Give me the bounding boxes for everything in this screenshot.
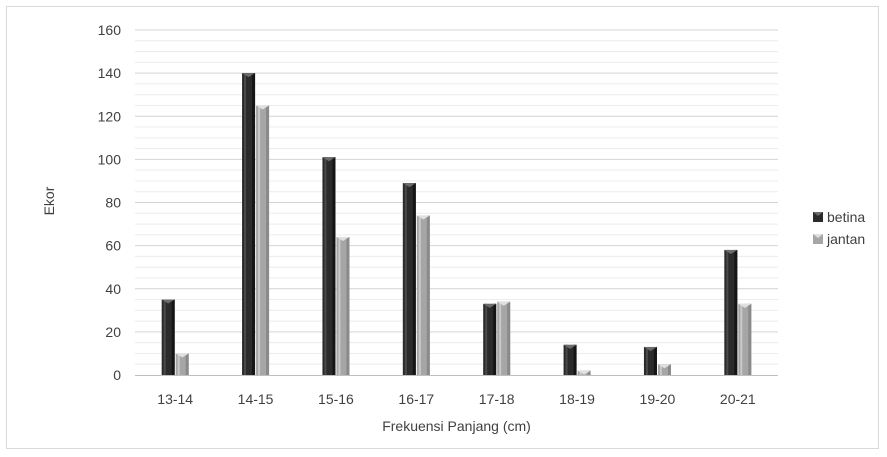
y-tick-label: 20 [105, 324, 121, 340]
legend-item-jantan: jantan [813, 231, 865, 247]
x-axis-ticks: 13-14 14-15 15-16 16-17 17-18 18-19 19-20 20-21 [157, 391, 756, 407]
bar-cap [657, 364, 671, 369]
x-axis-title: Frekuensi Panjang (cm) [382, 418, 531, 434]
bar-betina-20-21 [724, 249, 738, 375]
bar-cap [563, 344, 577, 349]
y-tick-label: 60 [105, 238, 121, 254]
bar-side [332, 157, 336, 375]
bar-highlight [244, 73, 247, 375]
x-tick-label: 13-14 [157, 391, 193, 407]
bar-jantan-20-21 [738, 303, 752, 375]
bar-cap [402, 183, 416, 188]
y-tick-label: 80 [105, 195, 121, 211]
bar-jantan-15-16 [336, 237, 350, 375]
legend-label: betina [827, 209, 865, 225]
bar-betina-19-20 [643, 346, 657, 375]
legend-swatch-cap [813, 212, 823, 216]
bar-jantan-14-15 [256, 105, 270, 375]
y-tick-label: 120 [98, 108, 122, 124]
bar-cap [577, 370, 591, 375]
x-tick-label: 15-16 [318, 391, 354, 407]
x-tick-label: 16-17 [398, 391, 434, 407]
bar-highlight [338, 237, 341, 375]
bar-side [507, 301, 511, 375]
bar-betina-17-18 [483, 303, 497, 375]
bar-side [587, 370, 591, 375]
bar-side [748, 303, 752, 375]
bar-cap [322, 157, 336, 162]
bar-highlight [163, 299, 166, 375]
y-tick-label: 40 [105, 281, 121, 297]
bar-highlight [645, 346, 648, 375]
bars [161, 73, 752, 375]
bar-highlight [659, 364, 662, 375]
legend-swatch [813, 212, 823, 222]
bar-betina-18-19 [563, 344, 577, 375]
bar-side [266, 105, 270, 375]
bar-side [346, 237, 350, 375]
bar-side [412, 183, 416, 375]
bar-side [734, 249, 738, 375]
bar-side [573, 344, 577, 375]
bar-cap [242, 73, 256, 78]
y-tick-label: 0 [113, 367, 121, 383]
gridlines [135, 29, 778, 365]
x-tick-label: 17-18 [479, 391, 515, 407]
bar-side [426, 215, 430, 375]
bar-jantan-19-20 [657, 364, 671, 375]
legend-item-betina: betina [813, 209, 865, 225]
bar-betina-16-17 [402, 183, 416, 375]
legend-swatch-cap [813, 234, 823, 238]
y-tick-label: 160 [98, 22, 122, 38]
bar-side [185, 353, 189, 375]
bar-highlight [324, 157, 327, 375]
y-axis-ticks: 0 20 40 60 80 100 120 140 160 [98, 22, 122, 383]
bar-highlight [404, 183, 407, 375]
bar-cap [175, 353, 189, 358]
bar-cap [161, 299, 175, 304]
bar-cap [416, 215, 430, 220]
legend-swatch [813, 234, 823, 244]
x-tick-label: 18-19 [559, 391, 595, 407]
bar-highlight [726, 249, 729, 375]
bar-highlight [418, 215, 421, 375]
bar-highlight [258, 105, 261, 375]
bar-cap [724, 249, 738, 254]
x-tick-label: 20-21 [720, 391, 756, 407]
bar-side [653, 346, 657, 375]
bar-betina-13-14 [161, 299, 175, 375]
bar-betina-15-16 [322, 157, 336, 375]
bar-highlight [485, 303, 488, 375]
y-tick-label: 140 [98, 65, 122, 81]
bar-highlight [565, 344, 568, 375]
bar-jantan-13-14 [175, 353, 189, 375]
bar-highlight [177, 353, 180, 375]
bar-side [171, 299, 175, 375]
bar-jantan-16-17 [416, 215, 430, 375]
bar-highlight [499, 301, 502, 375]
bar-body [657, 364, 671, 375]
legend-label: jantan [826, 231, 865, 247]
legend: betina jantan [813, 209, 865, 247]
x-tick-label: 14-15 [238, 391, 274, 407]
bar-cap [256, 105, 270, 110]
bar-cap [336, 237, 350, 241]
bar-jantan-18-19 [577, 370, 591, 375]
y-tick-label: 100 [98, 151, 122, 167]
bar-side [252, 73, 256, 375]
bar-betina-14-15 [242, 73, 256, 375]
bar-cap [497, 301, 511, 306]
bar-highlight [740, 303, 743, 375]
bar-cap [483, 303, 497, 308]
bar-cap [738, 303, 752, 308]
y-axis-title: Ekor [41, 186, 57, 215]
bar-cap [643, 346, 657, 351]
bar-side [493, 303, 497, 375]
x-tick-label: 19-20 [640, 391, 676, 407]
bar-jantan-17-18 [497, 301, 511, 375]
bar-highlight [579, 370, 582, 375]
bar-side [667, 364, 671, 375]
